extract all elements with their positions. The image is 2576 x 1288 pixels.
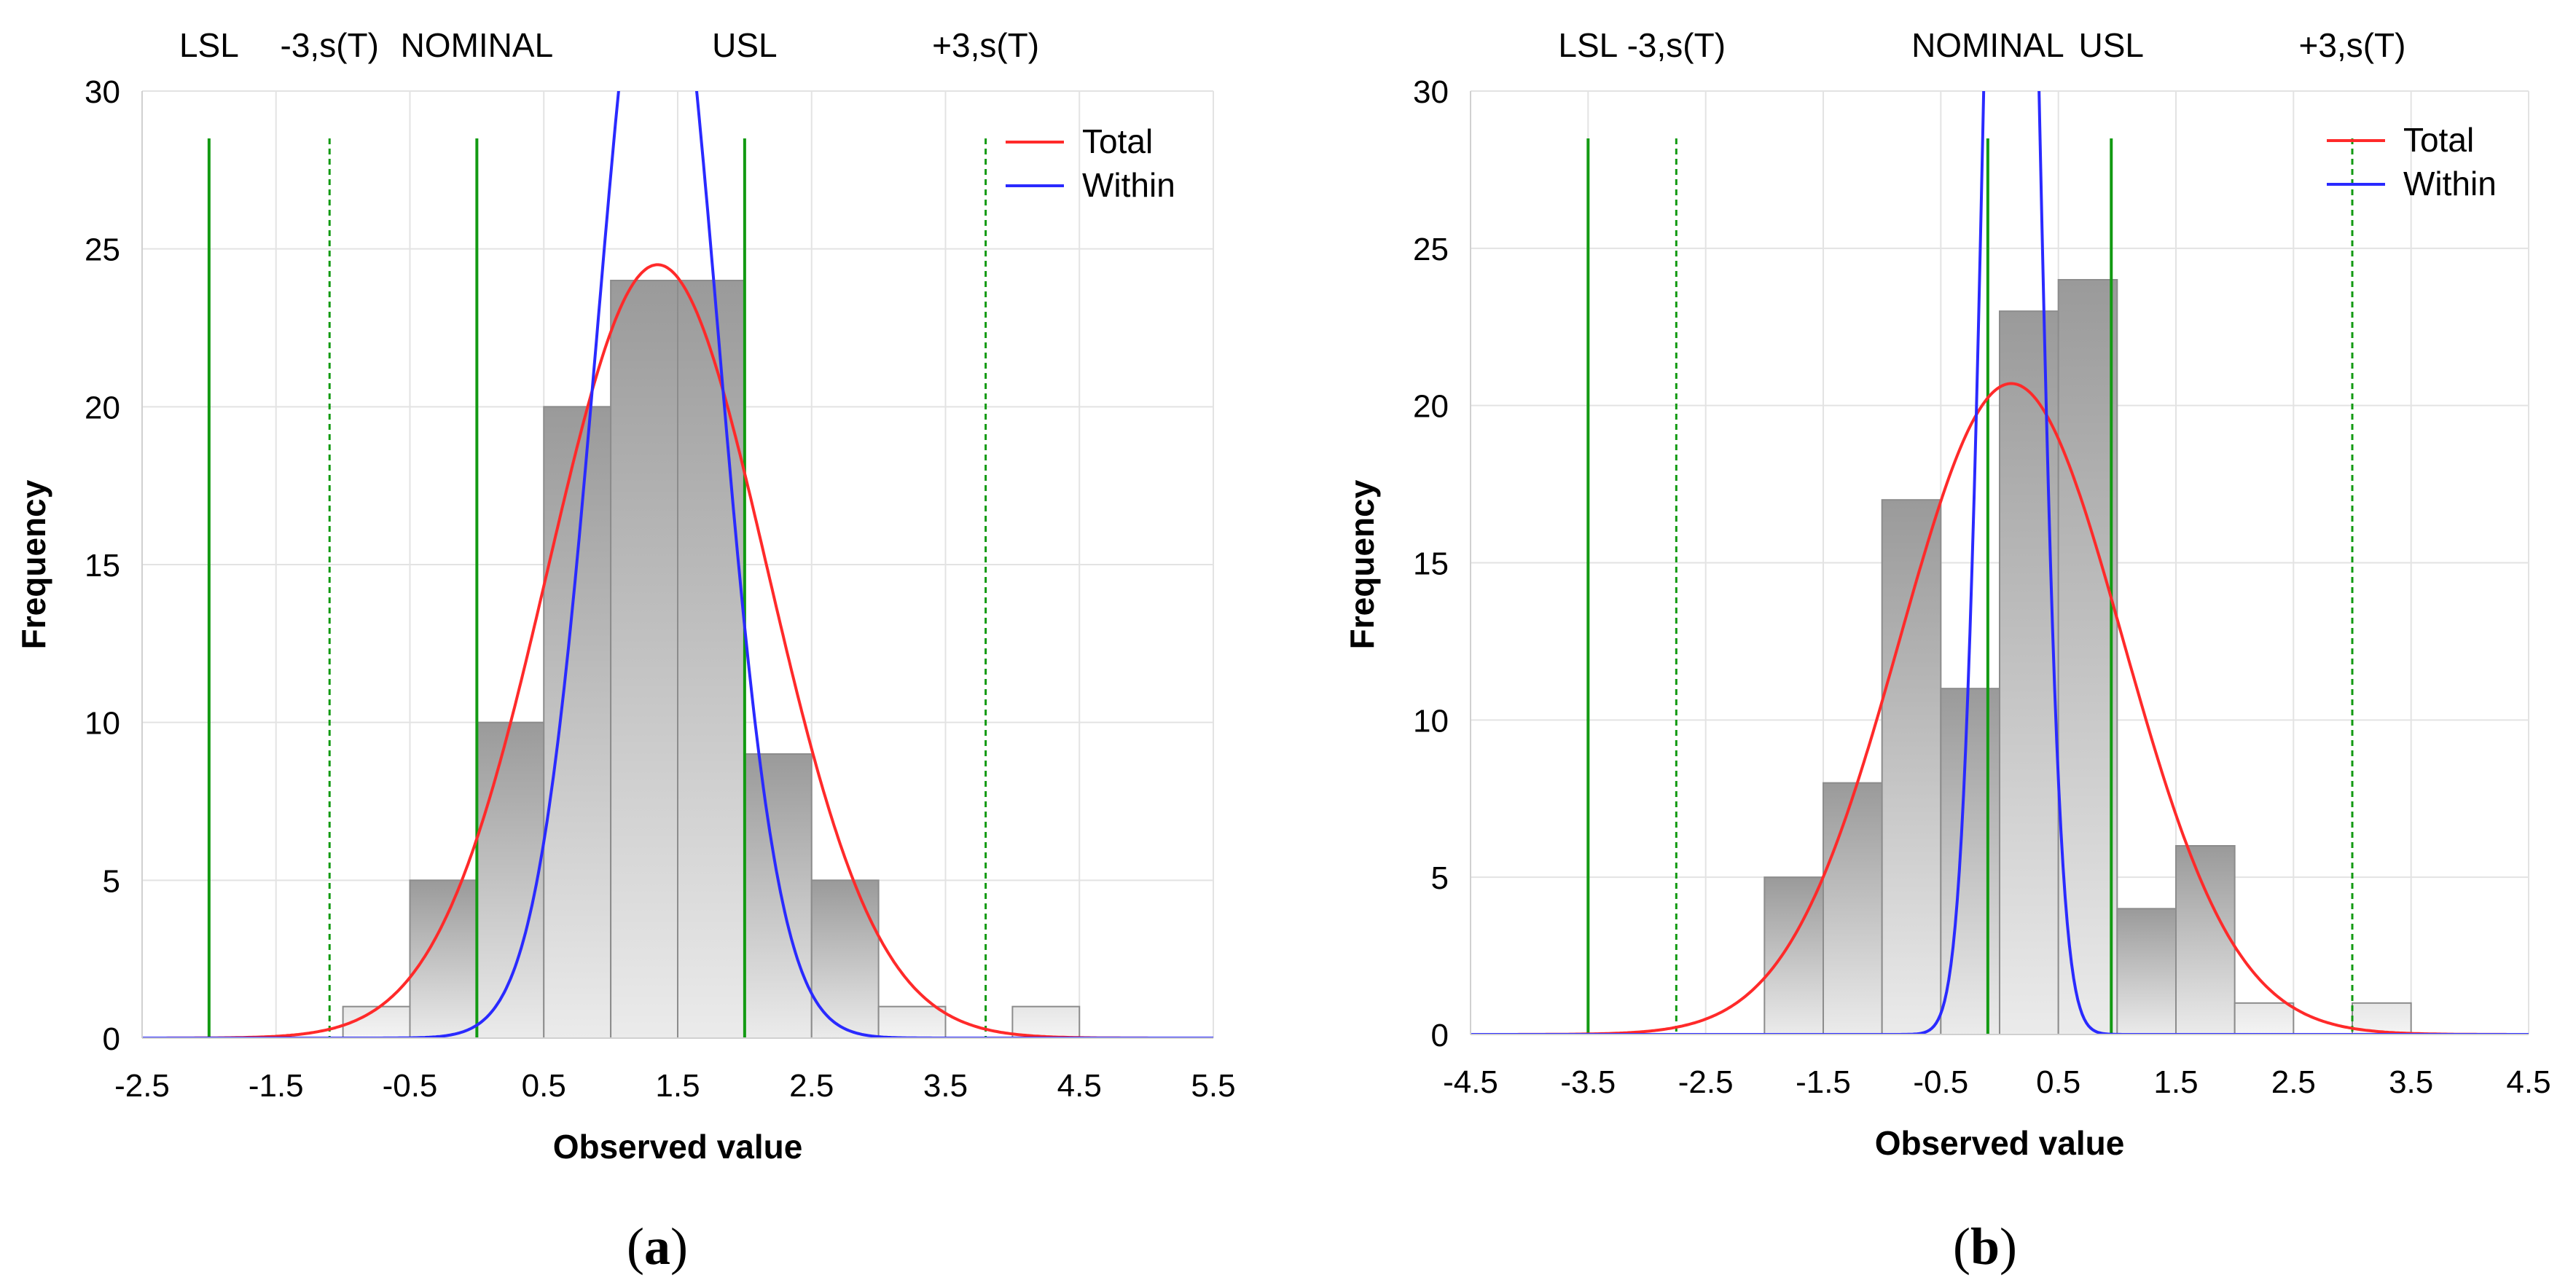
y-tick-label: 5 bbox=[1431, 860, 1449, 896]
panel-label: (b) bbox=[1953, 1217, 2017, 1276]
histogram-bar bbox=[2175, 845, 2236, 1035]
y-tick-label: 30 bbox=[85, 74, 120, 110]
x-tick-label: 2.5 bbox=[789, 1068, 834, 1104]
x-tick-label: -1.5 bbox=[1796, 1064, 1851, 1100]
x-tick-label: 4.5 bbox=[1057, 1068, 1102, 1104]
histogram-bar bbox=[1763, 876, 1824, 1035]
legend-label: Total bbox=[1082, 122, 1153, 160]
x-tick-label: -0.5 bbox=[1913, 1064, 1968, 1100]
y-tick-label: 20 bbox=[85, 390, 120, 425]
histogram-bar bbox=[1999, 310, 2059, 1035]
x-tick-label: -1.5 bbox=[248, 1068, 304, 1104]
x-tick-label: 4.5 bbox=[2506, 1064, 2550, 1100]
legend-label: Within bbox=[1082, 166, 1175, 204]
spec-line-label: USL bbox=[2079, 26, 2144, 64]
x-tick-label: 0.5 bbox=[2036, 1064, 2080, 1100]
spec-line-label: LSL bbox=[1558, 26, 1618, 64]
x-tick-label: -2.5 bbox=[1678, 1064, 1734, 1100]
y-axis-title: Frequency bbox=[15, 479, 52, 649]
histogram-bar bbox=[1823, 782, 1883, 1035]
y-tick-label: 15 bbox=[85, 548, 120, 584]
histogram-bar bbox=[610, 280, 678, 1039]
legend-label: Within bbox=[2403, 165, 2497, 203]
spec-line-label: -3,s(T) bbox=[281, 26, 379, 64]
spec-line-label: LSL bbox=[179, 26, 239, 64]
y-tick-label: 10 bbox=[85, 706, 120, 742]
y-axis-title: Frequency bbox=[1343, 479, 1381, 649]
y-tick-label: 0 bbox=[103, 1021, 120, 1057]
histogram-bar bbox=[476, 721, 545, 1040]
series-line-total bbox=[1471, 382, 2529, 1034]
spec-line-label: NOMINAL bbox=[401, 26, 554, 64]
spec-line-label: -3,s(T) bbox=[1627, 26, 1726, 64]
histogram-bar bbox=[677, 280, 745, 1039]
histogram-bar bbox=[2057, 279, 2118, 1035]
curves bbox=[1471, 91, 2529, 1034]
x-tick-label: 1.5 bbox=[655, 1068, 700, 1104]
histogram-bar bbox=[877, 1005, 947, 1039]
y-tick-label: 0 bbox=[1431, 1018, 1449, 1053]
histogram-bar bbox=[2234, 1002, 2295, 1036]
x-tick-label: -0.5 bbox=[383, 1068, 438, 1104]
histogram-bar bbox=[810, 879, 880, 1040]
y-tick-label: 15 bbox=[1413, 546, 1449, 582]
panel-label: (a) bbox=[627, 1217, 688, 1276]
panel-label-letter: a bbox=[644, 1217, 670, 1276]
x-tick-label: 3.5 bbox=[923, 1068, 968, 1104]
chart-panel-b: LSL -3,s(T) NOMINAL USL +3,s(T) 0 5 10 15 20 25 30 -… bbox=[1343, 26, 2551, 1276]
histogram-bar bbox=[409, 879, 478, 1040]
curves bbox=[142, 91, 1213, 1038]
histogram-bar bbox=[1881, 499, 1942, 1035]
series-line-total bbox=[142, 263, 1213, 1038]
panel-label-letter: b bbox=[1970, 1217, 2000, 1276]
y-tick-label: 25 bbox=[85, 232, 120, 268]
x-tick-label: 0.5 bbox=[522, 1068, 566, 1104]
y-tick-label: 25 bbox=[1413, 232, 1449, 267]
spec-line-label: +3,s(T) bbox=[932, 26, 1039, 64]
y-tick-label: 5 bbox=[103, 863, 120, 899]
spec-line-label: NOMINAL bbox=[1911, 26, 2064, 64]
histogram-bar bbox=[543, 406, 612, 1039]
panel-label-open: ( bbox=[1953, 1217, 1970, 1276]
x-tick-label: -3.5 bbox=[1560, 1064, 1616, 1100]
spec-line-label: USL bbox=[712, 26, 777, 64]
x-tick-label: 2.5 bbox=[2271, 1064, 2316, 1100]
x-tick-label: 1.5 bbox=[2153, 1064, 2198, 1100]
histogram-bar bbox=[743, 753, 813, 1039]
x-tick-label: 5.5 bbox=[1191, 1068, 1235, 1104]
histogram-bar bbox=[1011, 1005, 1081, 1039]
chart-panel-a: LSL -3,s(T) NOMINAL USL +3,s(T) 0 5 10 15 20 25 30 -… bbox=[15, 26, 1236, 1276]
x-axis-title: Observed value bbox=[553, 1128, 803, 1166]
x-tick-label: -4.5 bbox=[1443, 1064, 1498, 1100]
panel-label-open: ( bbox=[627, 1217, 644, 1276]
y-tick-label: 10 bbox=[1413, 703, 1449, 739]
y-tick-label: 30 bbox=[1413, 74, 1449, 110]
x-axis-title: Observed value bbox=[1875, 1124, 2125, 1162]
y-tick-label: 20 bbox=[1413, 389, 1449, 425]
x-tick-label: -2.5 bbox=[114, 1068, 170, 1104]
x-tick-label: 3.5 bbox=[2389, 1064, 2433, 1100]
legend-label: Total bbox=[2403, 121, 2474, 159]
panel-label-close: ) bbox=[670, 1217, 688, 1276]
histogram-bar bbox=[2116, 908, 2177, 1036]
spec-line-label: +3,s(T) bbox=[2299, 26, 2406, 64]
panel-label-close: ) bbox=[2000, 1217, 2017, 1276]
